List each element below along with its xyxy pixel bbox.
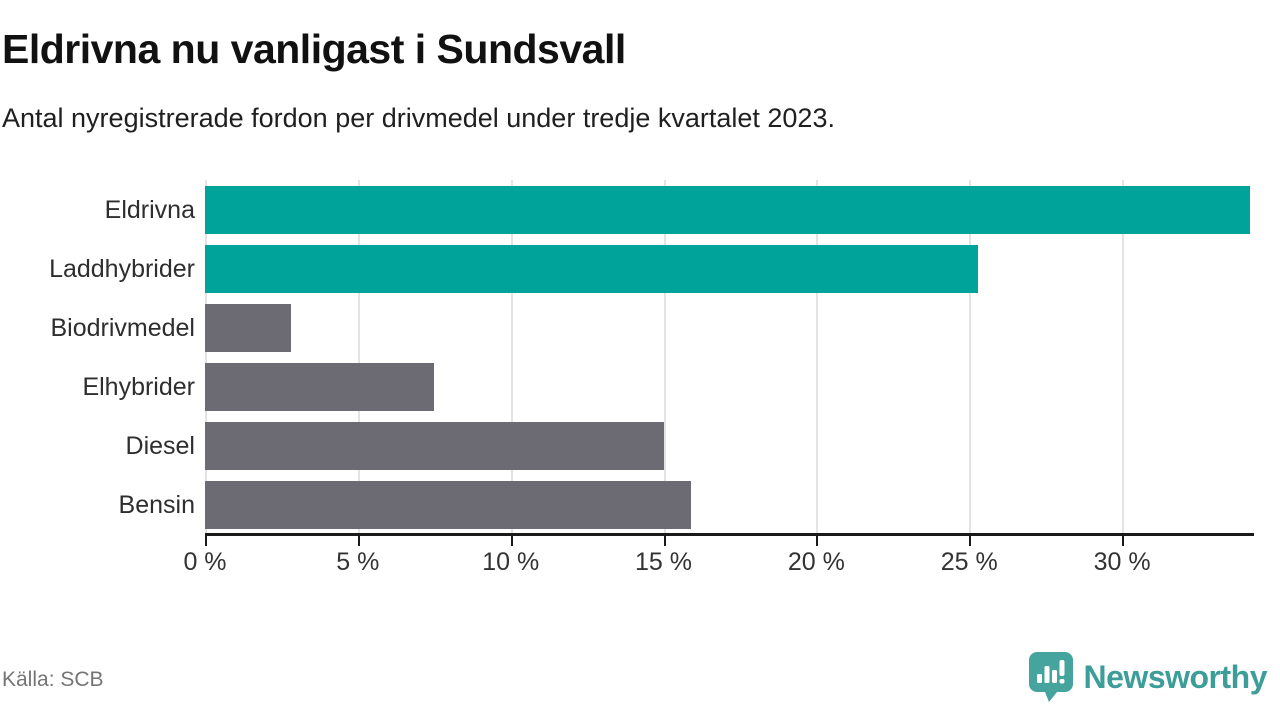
- x-tick-5: [357, 536, 360, 546]
- gridline-10: [510, 180, 513, 534]
- x-tick-30: [1122, 536, 1125, 546]
- category-label-elhybrider: Elhybrider: [82, 372, 195, 401]
- x-tick-20: [816, 536, 819, 546]
- bar-laddhybrider: [205, 244, 979, 293]
- category-label-eldrivna: Eldrivna: [104, 195, 195, 224]
- bar-biodrivmedel: [205, 303, 291, 352]
- gridline-25: [969, 180, 972, 534]
- bar-bensin: [205, 480, 692, 529]
- category-label-laddhybrider: Laddhybrider: [49, 254, 195, 283]
- x-tick-label-20: 20 %: [787, 548, 845, 576]
- gridline-0: [205, 180, 207, 534]
- bar-eldrivna: [205, 185, 1251, 234]
- x-tick-label-5: 5 %: [336, 548, 380, 576]
- x-tick-15: [663, 536, 666, 546]
- bar-diesel: [205, 421, 664, 470]
- gridline-20: [816, 180, 819, 534]
- chart-subtitle: Antal nyregistrerade fordon per drivmede…: [2, 103, 835, 133]
- x-tick-label-10: 10 %: [482, 548, 540, 576]
- x-tick-0: [205, 536, 207, 546]
- x-tick-label-0: 0 %: [183, 548, 227, 576]
- gridline-5: [357, 180, 360, 534]
- bar-elhybrider: [205, 362, 435, 411]
- gridline-15: [663, 180, 666, 534]
- x-tick-label-25: 25 %: [940, 548, 998, 576]
- x-tick-label-30: 30 %: [1093, 548, 1151, 576]
- x-axis-line: [205, 533, 1254, 536]
- brand-name: Newsworthy: [1083, 658, 1268, 695]
- newsworthy-logo-icon: [1028, 652, 1073, 702]
- x-tick-25: [969, 536, 972, 546]
- category-label-bensin: Bensin: [118, 490, 195, 519]
- category-label-biodrivmedel: Biodrivmedel: [50, 313, 195, 342]
- gridline-30: [1122, 180, 1125, 534]
- x-tick-label-15: 15 %: [635, 548, 693, 576]
- plot-area: [205, 180, 1252, 534]
- brand-lockup: Newsworthy: [1027, 650, 1268, 704]
- category-label-diesel: Diesel: [125, 431, 195, 460]
- x-tick-10: [510, 536, 513, 546]
- chart-title: Eldrivna nu vanligast i Sundsvall: [2, 26, 626, 72]
- source-note: Källa: SCB: [2, 668, 104, 691]
